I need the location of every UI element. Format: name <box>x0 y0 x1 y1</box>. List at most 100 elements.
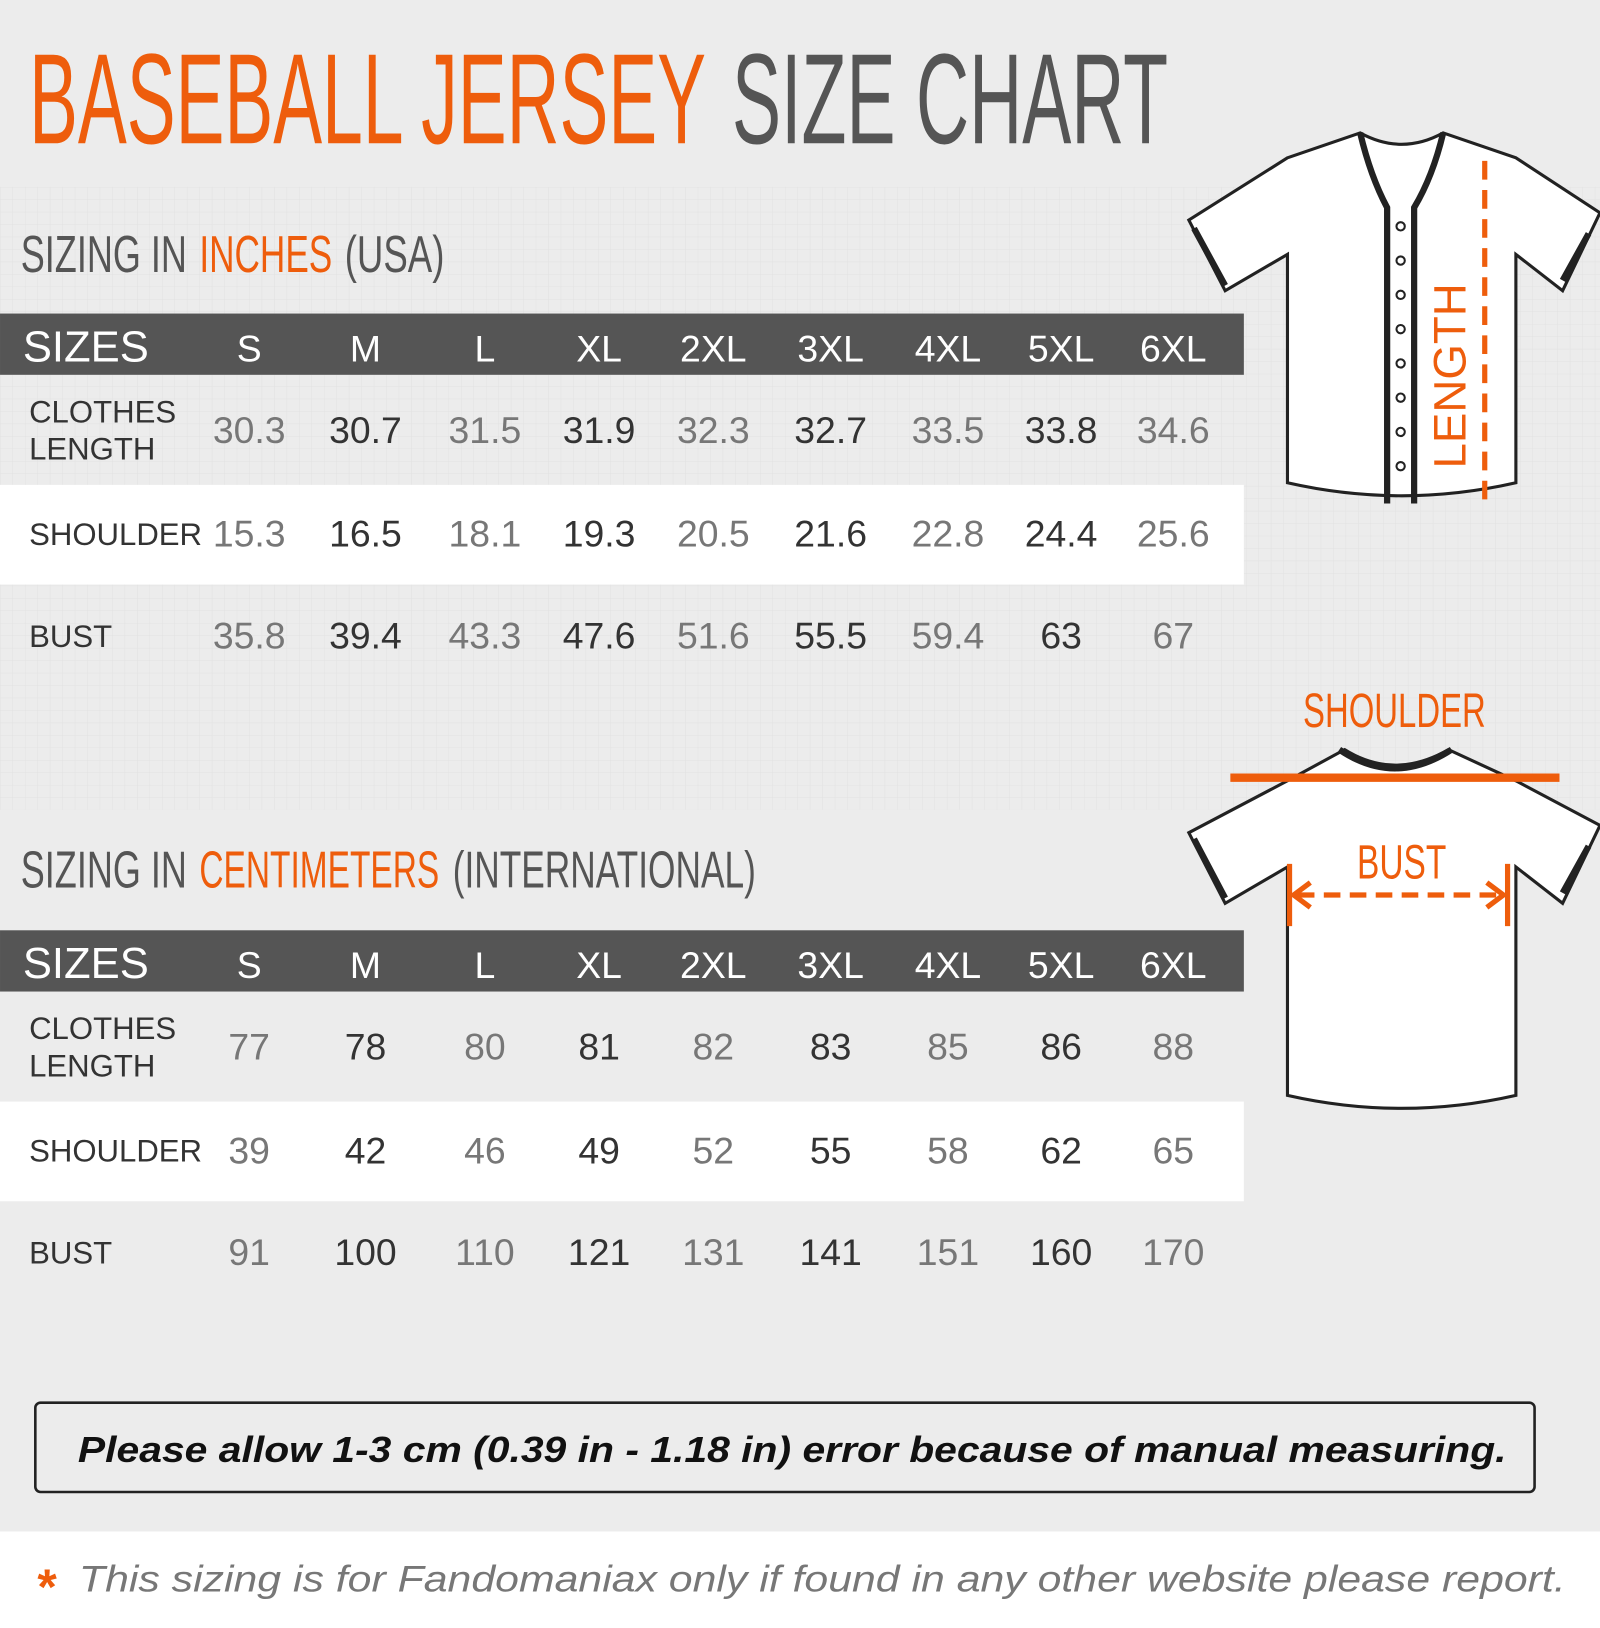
cell-value: 62 <box>1040 1129 1082 1171</box>
section-heading: SIZING IN <box>21 226 187 284</box>
cell-value: 24.4 <box>1025 513 1098 555</box>
cell-value: 32.7 <box>794 409 867 451</box>
cell-value: 88 <box>1152 1026 1194 1068</box>
row-band <box>0 484 1244 585</box>
footer-mark: * <box>37 1559 57 1615</box>
cell-value: 43.3 <box>449 614 522 656</box>
row-label: CLOTHES LENGTH <box>29 1011 176 1083</box>
header-cell: 4XL <box>915 327 981 369</box>
cell-value: 25.6 <box>1137 513 1210 555</box>
header-cell: SIZES <box>23 323 149 371</box>
header-cell: L <box>474 944 495 986</box>
cell-value: 86 <box>1040 1026 1082 1068</box>
header-cell: M <box>350 944 381 986</box>
footer-band <box>0 1531 1600 1628</box>
header-bar <box>0 313 1244 375</box>
cell-value: 34.6 <box>1137 409 1210 451</box>
cell-value: 32.3 <box>677 409 750 451</box>
cell-value: 151 <box>917 1231 979 1273</box>
cell-value: 16.5 <box>329 513 402 555</box>
cell-value: 131 <box>682 1231 744 1273</box>
cell-value: 58 <box>927 1129 969 1171</box>
cell-value: 39.4 <box>329 614 402 656</box>
cell-value: 33.8 <box>1025 409 1098 451</box>
section-suffix: (INTERNATIONAL) <box>453 842 756 900</box>
cell-value: 15.3 <box>213 513 286 555</box>
row-band <box>0 1101 1244 1202</box>
cell-value: 63 <box>1040 614 1082 656</box>
row-label: BUST <box>29 1235 112 1270</box>
cell-value: 18.1 <box>449 513 522 555</box>
cell-value: 22.8 <box>912 513 985 555</box>
header-cell: 5XL <box>1028 944 1094 986</box>
note: Please allow 1-3 cm (0.39 in - 1.18 in) … <box>78 1429 1507 1470</box>
header-cell: 3XL <box>797 327 863 369</box>
section-unit: CENTIMETERS <box>199 842 439 900</box>
cell-value: 67 <box>1152 614 1194 656</box>
header-cell: SIZES <box>23 940 149 988</box>
header-cell: XL <box>576 944 622 986</box>
shoulder-label: SHOULDER <box>1303 685 1486 738</box>
cell-value: 121 <box>568 1231 630 1273</box>
cell-value: 110 <box>455 1231 515 1273</box>
cell-value: 19.3 <box>563 513 636 555</box>
cell-value: 78 <box>345 1026 387 1068</box>
cell-value: 20.5 <box>677 513 750 555</box>
note-box <box>34 1401 1536 1494</box>
cell-value: 49 <box>578 1129 620 1171</box>
cell-value: 80 <box>464 1026 506 1068</box>
cell-value: 65 <box>1152 1129 1194 1171</box>
cell-value: 42 <box>345 1129 387 1171</box>
bust-label: BUST <box>1357 836 1446 889</box>
cell-value: 160 <box>1030 1231 1092 1273</box>
header-cell: 3XL <box>797 944 863 986</box>
footer-text: This sizing is for Fandomaniax only if f… <box>79 1558 1566 1600</box>
cell-value: 30.7 <box>329 409 402 451</box>
cell-value: 39 <box>228 1129 270 1171</box>
row-label: BUST <box>29 619 112 654</box>
cell-value: 77 <box>228 1026 270 1068</box>
header-cell: 2XL <box>680 944 746 986</box>
cell-value: 59.4 <box>912 614 985 656</box>
row-label: SHOULDER <box>29 1134 202 1169</box>
section-unit: INCHES <box>199 226 332 284</box>
header-cell: 4XL <box>915 944 981 986</box>
row-label: CLOTHES LENGTH <box>29 394 176 466</box>
cell-value: 91 <box>228 1231 270 1273</box>
title-accent: BASEBALL JERSEY <box>29 27 706 171</box>
cell-value: 31.5 <box>449 409 522 451</box>
cell-value: 100 <box>334 1231 396 1273</box>
title-main: SIZE CHART <box>732 27 1168 171</box>
cell-value: 85 <box>927 1026 969 1068</box>
header-cell: XL <box>576 327 622 369</box>
cell-value: 170 <box>1142 1231 1204 1273</box>
header-bar <box>0 930 1244 992</box>
cell-value: 51.6 <box>677 614 750 656</box>
header-cell: 6XL <box>1140 944 1206 986</box>
header-cell: L <box>474 327 495 369</box>
cell-value: 33.5 <box>912 409 985 451</box>
header-cell: 6XL <box>1140 327 1206 369</box>
cell-value: 46 <box>464 1129 506 1171</box>
tables: SIZES S M L XL 2XL 3XL 4XL 5XL 6XL CLOTHES LENGTH 30… <box>0 313 1244 1273</box>
cell-value: 35.8 <box>213 614 286 656</box>
header-cell: 5XL <box>1028 327 1094 369</box>
cell-value: 31.9 <box>563 409 636 451</box>
header-cell: S <box>237 327 262 369</box>
header-cell: M <box>350 327 381 369</box>
jersey-bust-diagram <box>1186 747 1600 1110</box>
cell-value: 47.6 <box>563 614 636 656</box>
jersey-length-diagram <box>1186 131 1600 509</box>
cell-value: 141 <box>799 1231 861 1273</box>
length-label: LENGTH <box>1425 283 1476 468</box>
cell-value: 30.3 <box>213 409 286 451</box>
cell-value: 81 <box>578 1026 620 1068</box>
section-suffix: (USA) <box>345 226 445 284</box>
cell-value: 82 <box>693 1026 735 1068</box>
header-cell: S <box>237 944 262 986</box>
row-label: SHOULDER <box>29 517 202 552</box>
cell-value: 52 <box>693 1129 735 1171</box>
header-cell: 2XL <box>680 327 746 369</box>
